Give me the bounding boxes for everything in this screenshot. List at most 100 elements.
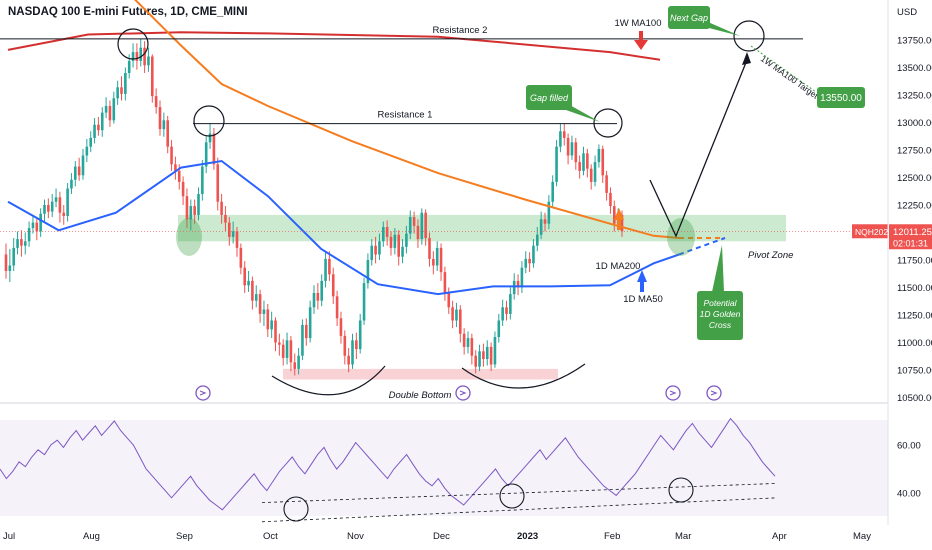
golden-cross-label: Cross: [709, 320, 732, 330]
support-marker-right: [667, 218, 695, 256]
price-tick-label: 11000.00: [897, 338, 932, 349]
candle-body: [482, 351, 485, 359]
countdown-label: 02:01:31: [893, 238, 928, 248]
candle-body: [613, 206, 616, 224]
candle-body: [435, 247, 439, 266]
price-tick-label: 13500.00: [897, 63, 932, 74]
candle-body: [620, 214, 624, 232]
target-value-label: 13550.00: [820, 93, 862, 104]
candle-body: [93, 124, 96, 138]
candle-body: [455, 309, 458, 321]
candle-body: [174, 164, 177, 171]
rsi-line: [0, 417, 776, 511]
double-bottom-label: Double Bottom: [389, 390, 452, 401]
candle-body: [43, 205, 46, 214]
time-axis-label: Aug: [83, 531, 100, 542]
price-tick-label: 11500.00: [897, 283, 932, 294]
resistance-1-label: Resistance 1: [378, 110, 433, 121]
candle-body: [524, 258, 528, 268]
time-axis-label: May: [853, 531, 871, 542]
time-axis-label: Dec: [433, 531, 450, 542]
candle-body: [501, 307, 504, 321]
candle-body: [193, 206, 196, 215]
candle-body: [20, 239, 23, 246]
candle-body: [343, 335, 347, 356]
candle-body: [120, 87, 123, 94]
candle-body: [493, 337, 497, 365]
time-axis-label: Jul: [3, 531, 15, 542]
candle-body: [335, 296, 339, 319]
price-tick-label: 13250.00: [897, 91, 932, 102]
candle-body: [485, 346, 489, 359]
candle-body: [85, 146, 89, 156]
projection-path: [649, 59, 748, 238]
rsi-highlight-circle: [283, 496, 309, 522]
candle-body: [601, 148, 605, 176]
highlight-circle: [117, 28, 149, 60]
candle-body: [532, 245, 535, 264]
event-arrow: [199, 390, 207, 396]
symbol-text: NASDAQ 100 E-mini Futures, 1D, CME_MINI: [8, 6, 248, 18]
candle-body: [497, 320, 501, 337]
price-tick-label: 12500.00: [897, 173, 932, 184]
candle-body: [459, 309, 462, 334]
candle-body: [285, 340, 289, 358]
candle-body: [578, 162, 581, 171]
price-tick-label: 12750.00: [897, 146, 932, 157]
candle-body: [112, 98, 116, 121]
candle-body: [420, 212, 424, 240]
candle-body: [378, 241, 381, 255]
candle-body: [505, 307, 508, 314]
candle-body: [316, 293, 320, 301]
candle-body: [108, 106, 112, 121]
candle-body: [189, 206, 193, 220]
candle-body: [58, 197, 62, 213]
candle-body: [570, 142, 574, 156]
next-gap-label: Next Gap: [670, 13, 708, 23]
candle-body: [447, 293, 451, 308]
price-tick-label: 13000.00: [897, 118, 932, 129]
ticker-badge-label: NQH2023: [855, 227, 893, 237]
candle-body: [158, 107, 162, 130]
last-price-badge: [889, 224, 932, 250]
candle-body: [509, 294, 512, 314]
candle-body: [320, 280, 323, 301]
candle-body: [201, 166, 204, 194]
rsi-highlight-circle: [668, 477, 694, 503]
candle-body: [401, 246, 404, 257]
candle-body: [243, 267, 246, 286]
candle-body: [16, 239, 19, 248]
projection-arrowhead: [742, 52, 751, 65]
candle-body: [66, 188, 69, 216]
candle-body: [551, 181, 554, 202]
candle-body: [609, 192, 612, 207]
pivot-zone: [178, 214, 786, 242]
time-axis-label: Mar: [675, 531, 691, 542]
candle-body: [100, 112, 104, 131]
event-icon: [665, 385, 681, 401]
rsi-trend-upper: [261, 483, 778, 503]
event-icon: [195, 385, 211, 401]
candle-body: [370, 245, 374, 260]
candle-body: [262, 309, 266, 314]
double-bottom-arc-right: [461, 363, 586, 389]
last-price-label: 12011.25: [893, 227, 932, 238]
candle-body: [212, 133, 216, 165]
golden-cross-label: Potential: [703, 298, 737, 308]
symbol-title: NASDAQ 100 E-mini Futures, 1D, CME_MINI: [8, 6, 248, 18]
candle-body: [166, 120, 169, 147]
candle-body: [8, 265, 12, 271]
candle-body: [235, 231, 239, 248]
ma200-label: 1D MA200: [596, 261, 641, 272]
candle-body: [31, 222, 35, 229]
candle-body: [366, 260, 370, 284]
price-tick-label: 12250.00: [897, 201, 932, 212]
double-bottom-arc-left: [271, 365, 386, 396]
candle-body: [185, 196, 189, 220]
price-tick-label: 11750.00: [897, 256, 932, 267]
candle-body: [512, 280, 516, 295]
time-axis-label: Oct: [263, 531, 278, 542]
event-icon: [706, 385, 722, 401]
candle-body: [516, 280, 520, 288]
